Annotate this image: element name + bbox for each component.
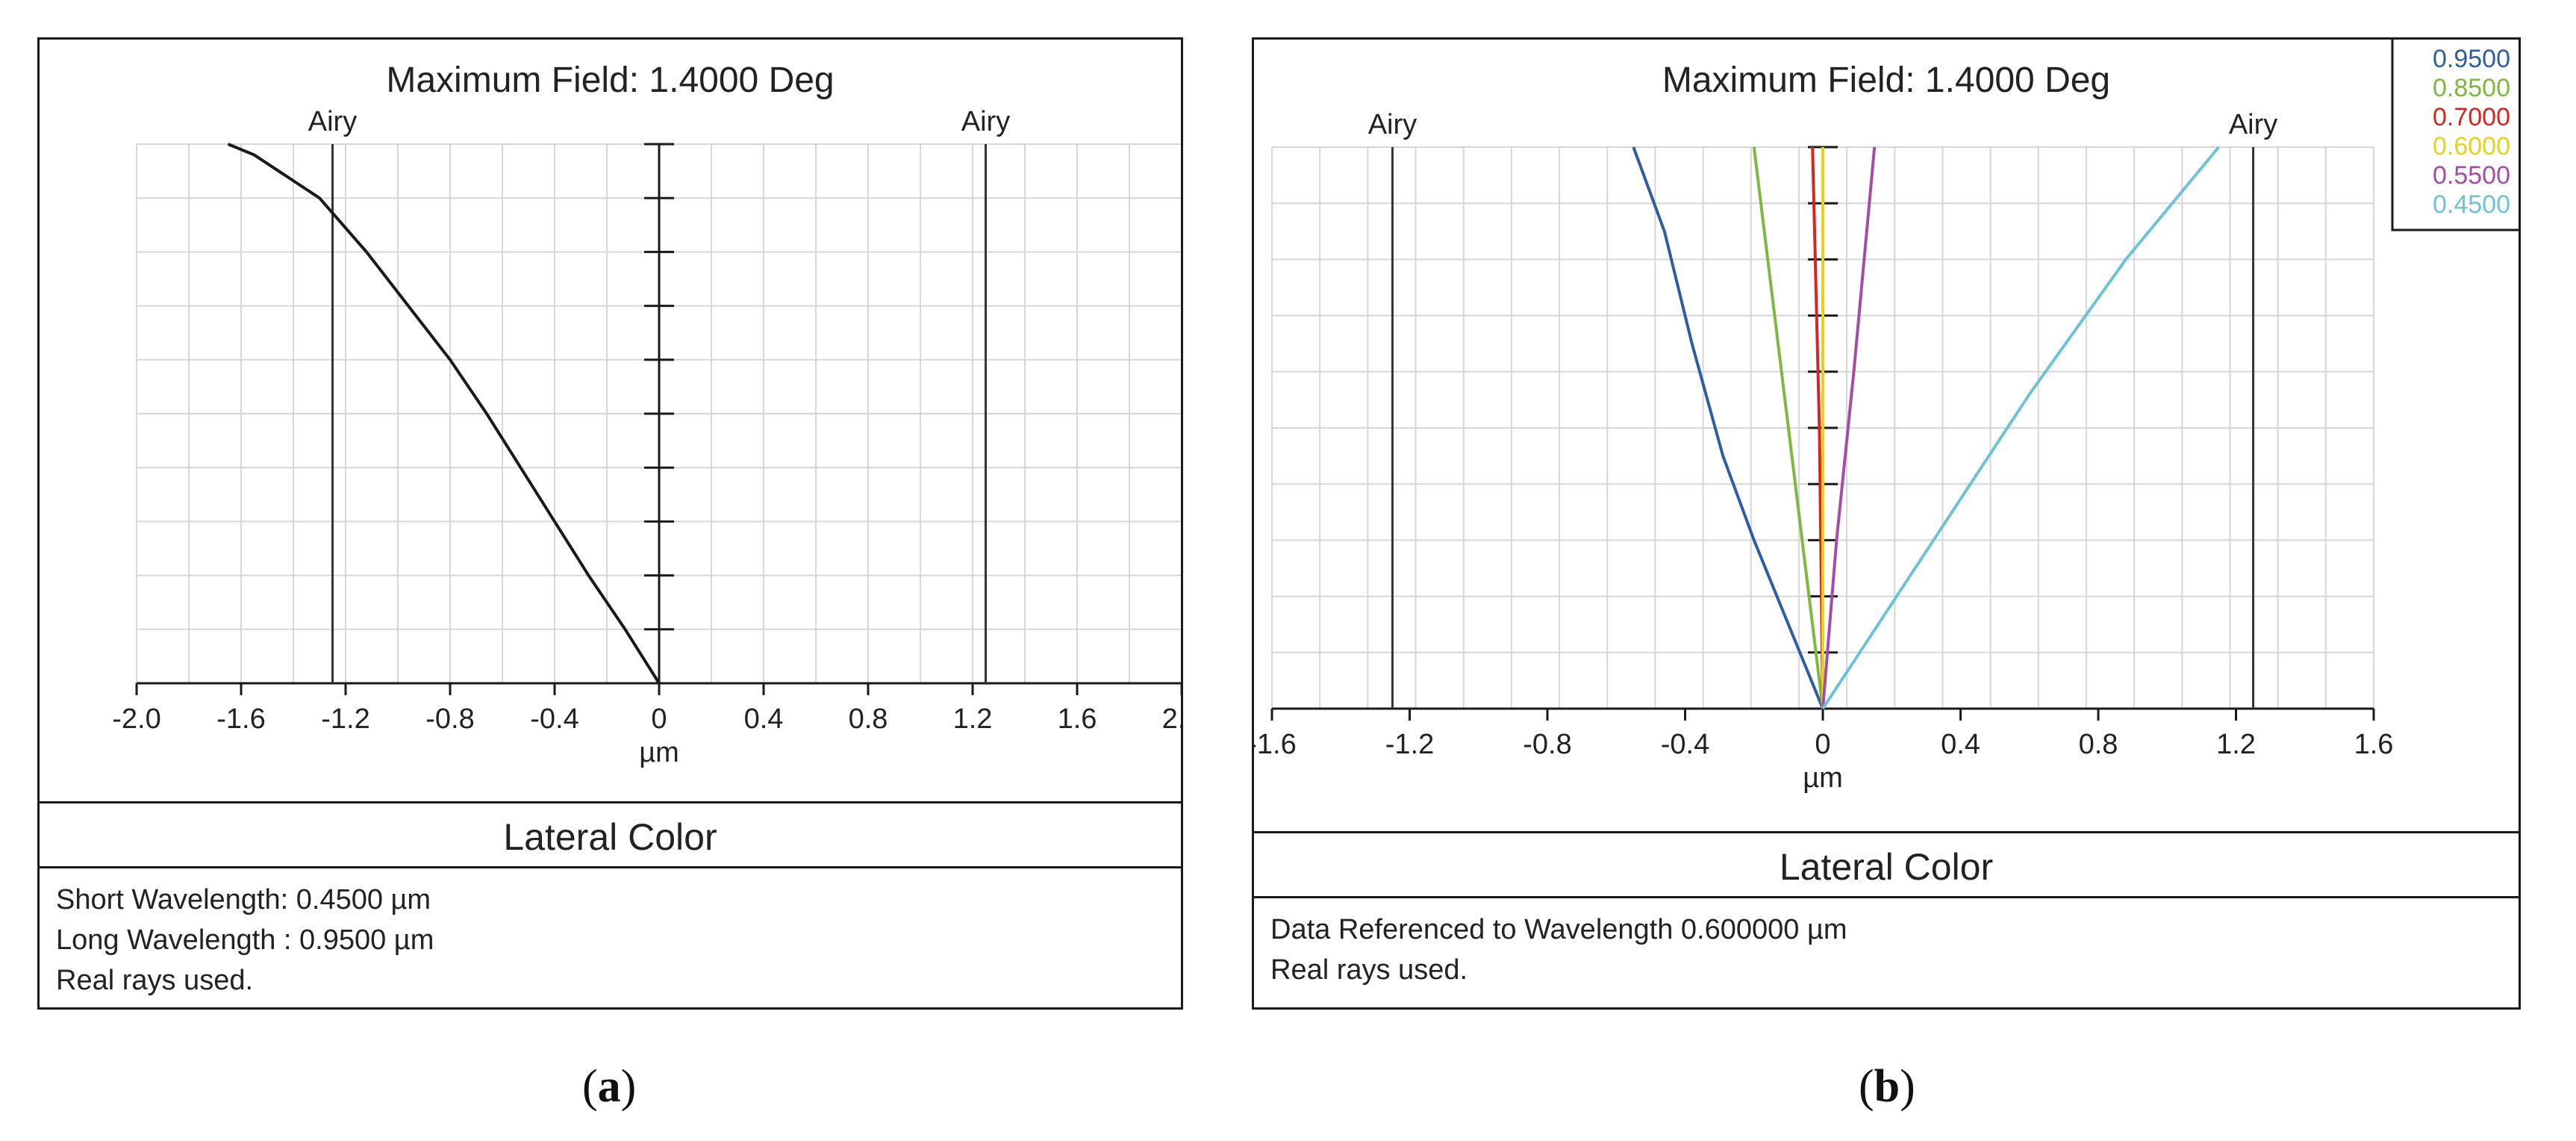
airy-label: Airy bbox=[961, 106, 1010, 137]
note-reference-wavelength: Data Referenced to Wavelength 0.600000 µ… bbox=[1270, 914, 1847, 945]
x-tick-label: -2.0 bbox=[112, 703, 160, 735]
note-real-rays: Real rays used. bbox=[1270, 954, 1468, 986]
note-long-wavelength: Long Wavelength : 0.9500 µm bbox=[56, 924, 434, 956]
x-tick-label: 1.6 bbox=[1058, 703, 1097, 735]
note-real-rays: Real rays used. bbox=[56, 965, 254, 996]
x-tick-label: -0.8 bbox=[425, 703, 474, 735]
x-tick-label: 0.8 bbox=[849, 703, 888, 735]
airy-label: Airy bbox=[1368, 109, 1417, 140]
airy-label: Airy bbox=[2229, 109, 2277, 140]
series-line-0.4500 bbox=[1821, 146, 2220, 710]
x-tick-label: -0.4 bbox=[1661, 729, 1709, 760]
lateral-color-plot-b: Maximum Field: 1.4000 Deg -1.6 -1.2 -0.8 -0.… bbox=[1254, 40, 2519, 794]
legend-item-0.6000: 0.6000 bbox=[2433, 132, 2510, 161]
legend-item-0.8500: 0.8500 bbox=[2433, 74, 2510, 102]
legend-item-0.7000: 0.7000 bbox=[2433, 103, 2510, 131]
panel-letter-b: b bbox=[1874, 1061, 1900, 1112]
x-tick-label: -1.2 bbox=[321, 703, 369, 735]
panel-a: Maximum Field: 1.4000 Deg -2.0 -1.6 -1.2 -0.… bbox=[37, 37, 1183, 1010]
x-tick-label: -0.8 bbox=[1523, 729, 1571, 760]
x-axis-unit: µm bbox=[1803, 762, 1843, 794]
x-tick-label: -1.6 bbox=[1254, 729, 1297, 760]
x-tick-label: 1.6 bbox=[2354, 729, 2394, 760]
legend-item-0.9500: 0.9500 bbox=[2433, 45, 2510, 73]
x-tick-label: 0 bbox=[651, 703, 667, 735]
x-tick-label: -1.2 bbox=[1385, 729, 1434, 760]
x-tick-label: 1.2 bbox=[2216, 729, 2256, 760]
series-line-lateral-color bbox=[227, 143, 661, 685]
plot-title: Maximum Field: 1.4000 Deg bbox=[386, 60, 834, 100]
plot-title: Maximum Field: 1.4000 Deg bbox=[1662, 60, 2110, 100]
x-axis-unit: µm bbox=[639, 737, 679, 768]
panel-letter-a: a bbox=[597, 1061, 621, 1112]
x-tick-label: 0.4 bbox=[744, 703, 784, 735]
airy-label: Airy bbox=[308, 106, 357, 137]
x-tick-label: 1.2 bbox=[953, 703, 993, 735]
legend-item-0.4500: 0.4500 bbox=[2433, 190, 2510, 219]
x-tick-label: 0.8 bbox=[2079, 729, 2118, 760]
series-line-0.5500 bbox=[1821, 146, 1877, 709]
legend-box bbox=[2391, 40, 2519, 231]
caption-title-a: Lateral Color bbox=[40, 801, 1181, 868]
x-tick-label: 0.4 bbox=[1941, 729, 1980, 760]
figure-label-a: (a) bbox=[582, 1061, 637, 1112]
note-short-wavelength: Short Wavelength: 0.4500 µm bbox=[56, 884, 431, 915]
notes-a: Short Wavelength: 0.4500 µm Long Wavelen… bbox=[40, 880, 1181, 1001]
caption-title-b: Lateral Color bbox=[1254, 831, 2519, 898]
x-tick-label: 2.0 bbox=[1162, 703, 1181, 735]
x-tick-label: -0.4 bbox=[530, 703, 578, 735]
series-line-0.8500 bbox=[1752, 146, 1824, 709]
notes-b: Data Referenced to Wavelength 0.600000 µ… bbox=[1254, 910, 2519, 990]
x-tick-label: 0 bbox=[1815, 729, 1830, 760]
figure-label-b: (b) bbox=[1859, 1061, 1915, 1112]
lateral-color-plot-a: Maximum Field: 1.4000 Deg -2.0 -1.6 -1.2 -0.… bbox=[112, 60, 1181, 768]
x-tick-label: -1.6 bbox=[216, 703, 265, 735]
panel-b: Maximum Field: 1.4000 Deg -1.6 -1.2 -0.8 -0.… bbox=[1252, 37, 2521, 1010]
series-line-0.9500 bbox=[1632, 146, 1824, 709]
legend-item-0.5500: 0.5500 bbox=[2433, 161, 2510, 190]
